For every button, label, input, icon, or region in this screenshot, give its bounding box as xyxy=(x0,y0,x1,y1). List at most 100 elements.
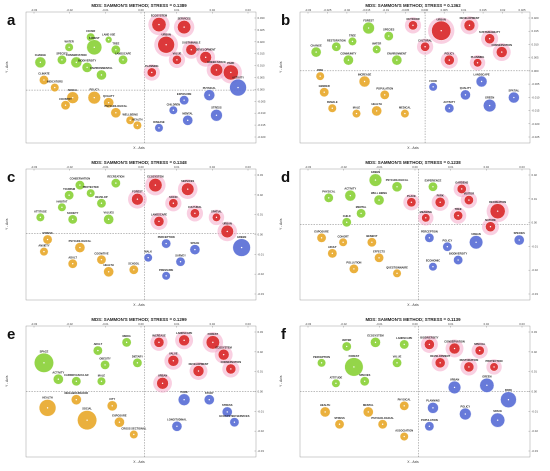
point-label: HEALTH xyxy=(132,117,142,121)
point-label: CONSERVATION xyxy=(221,360,242,364)
point-label: MEDIA xyxy=(122,334,130,338)
point-label: DEVELOPMENT xyxy=(430,354,450,358)
x-tick-label: 0.02 xyxy=(484,165,490,169)
point-label: SPECIAL xyxy=(474,342,486,346)
bubble-center-dot xyxy=(424,46,426,48)
point-label: FOREST xyxy=(363,18,374,22)
bubble-center-dot xyxy=(432,265,434,268)
point-label: PARK xyxy=(505,388,512,392)
point-label: PLANNING xyxy=(471,55,485,59)
x-axis-label: X - Axis xyxy=(407,303,419,307)
bubble-center-dot xyxy=(410,201,413,204)
point-label: LAND USE xyxy=(102,33,116,37)
bubble-center-dot xyxy=(208,398,210,401)
point-label: OUTDOOR xyxy=(406,17,419,21)
point-label: PRESSURE xyxy=(159,268,174,272)
point-label: GENDER xyxy=(319,84,330,88)
point-label: CROSS SECTIONAL xyxy=(121,426,146,430)
point-label: COVER xyxy=(86,29,95,33)
y-tick-label: -0.005 xyxy=(532,82,540,86)
x-axis-label: X - Axis xyxy=(133,460,145,464)
point-label: CONSERVATION xyxy=(444,339,465,343)
point-label: SPECIES xyxy=(359,373,371,377)
y-tick-label: 0.030 xyxy=(258,16,265,20)
y-tick-label: 0.000 xyxy=(258,87,265,91)
point-label: PROTECTED xyxy=(83,185,99,189)
bubble-center-dot xyxy=(226,230,228,233)
bubble-center-dot xyxy=(115,112,117,114)
point-label: CULTURAL xyxy=(188,205,202,209)
bubble-center-dot xyxy=(97,349,99,352)
y-tick-label: -0.010 xyxy=(258,111,266,115)
point-label: BIODIVERSITY xyxy=(449,252,468,256)
point-label: CHANGE xyxy=(35,53,47,57)
point-label: STRESS xyxy=(222,403,233,407)
x-tick-label: 0.00 xyxy=(412,322,418,326)
y-tick-label: 0.03 xyxy=(258,173,264,177)
bubble-center-dot xyxy=(136,198,139,200)
bubble-center-dot xyxy=(347,59,350,61)
point-label: QUALITY xyxy=(460,86,472,90)
x-tick-label: -0.03 xyxy=(305,8,312,12)
point-label: FOREST xyxy=(132,190,143,194)
point-label: SOCIAL xyxy=(68,88,78,92)
x-tick-label: 0.00 xyxy=(412,165,418,169)
point-label: BENEFIT xyxy=(366,234,378,238)
bubble-center-dot xyxy=(43,79,45,81)
x-tick-label: -0.005 xyxy=(401,8,409,12)
point-label: FOREST xyxy=(208,332,219,336)
point-label: VALUES xyxy=(103,211,114,215)
point-label: DEVELOPMENT xyxy=(196,48,216,52)
bubble-center-dot xyxy=(79,184,81,186)
bubble-center-dot xyxy=(403,343,405,346)
panel-title: MDS: SAMMON'S METHOD; STRESS = 0.1348 xyxy=(91,160,187,165)
point-label: POLICY xyxy=(443,238,453,242)
point-label: GREEN xyxy=(371,170,380,174)
point-label: MEDICAL xyxy=(399,106,411,110)
bubble-center-dot xyxy=(518,239,520,241)
bubble-center-dot xyxy=(493,366,495,368)
point-label: GREEN xyxy=(237,235,246,239)
bubble-center-dot xyxy=(338,423,341,425)
bubble-center-dot xyxy=(43,250,45,253)
bubble-center-dot xyxy=(86,419,88,421)
point-label: BIODIVERSITY xyxy=(420,336,439,340)
point-label: HEALTH xyxy=(372,102,382,106)
y-axis-label: Y - Axis xyxy=(5,375,9,387)
bubble-center-dot xyxy=(439,362,441,364)
y-tick-label: -0.025 xyxy=(532,135,540,139)
point-label: CHANGE xyxy=(311,43,323,47)
bubble-center-dot xyxy=(425,217,427,219)
bubble-center-dot xyxy=(480,80,483,83)
x-tick-label: 0.015 xyxy=(480,8,487,12)
bubble-center-dot xyxy=(468,199,470,201)
panel-f: MDS: SAMMON'S METHOD; STRESS = 0.1139 -0… xyxy=(278,317,548,467)
bubble-center-dot xyxy=(115,182,117,184)
bubble-center-dot xyxy=(240,246,243,249)
panel-title: MDS: SAMMON'S METHOD; STRESS = 0.1299 xyxy=(91,317,187,322)
bubble-center-dot xyxy=(378,199,380,201)
y-tick-label: -0.02 xyxy=(532,268,539,272)
point-label: NEIGHBOURHOOD xyxy=(64,391,88,395)
point-label: MENTAL xyxy=(182,111,193,115)
point-label: POPULATION xyxy=(421,418,438,422)
bubble-center-dot xyxy=(428,343,431,346)
x-tick-label: 0.02 xyxy=(210,8,216,12)
bubble-center-dot xyxy=(100,202,103,204)
bubble-center-dot xyxy=(378,257,380,259)
bubble-center-dot xyxy=(183,26,185,28)
point-label: ACTIVITY xyxy=(232,75,244,79)
point-label: SERVICES xyxy=(178,17,191,21)
y-tick-label: 0.005 xyxy=(532,56,539,60)
x-tick-label: -0.02 xyxy=(66,322,73,326)
panel-letter: a xyxy=(7,12,16,29)
bubble-center-dot xyxy=(476,62,479,64)
point-label: PERCEPTION xyxy=(421,229,438,233)
y-tick-label: 0.00 xyxy=(532,390,538,394)
panel-e: MDS: SAMMON'S METHOD; STRESS = 0.1299 -0… xyxy=(4,317,274,467)
bubble-center-dot xyxy=(478,349,481,352)
bubble-center-dot xyxy=(428,237,431,239)
bubble-center-dot xyxy=(457,214,459,217)
x-tick-label: 0.01 xyxy=(448,165,454,169)
bubble-center-dot xyxy=(39,61,42,64)
